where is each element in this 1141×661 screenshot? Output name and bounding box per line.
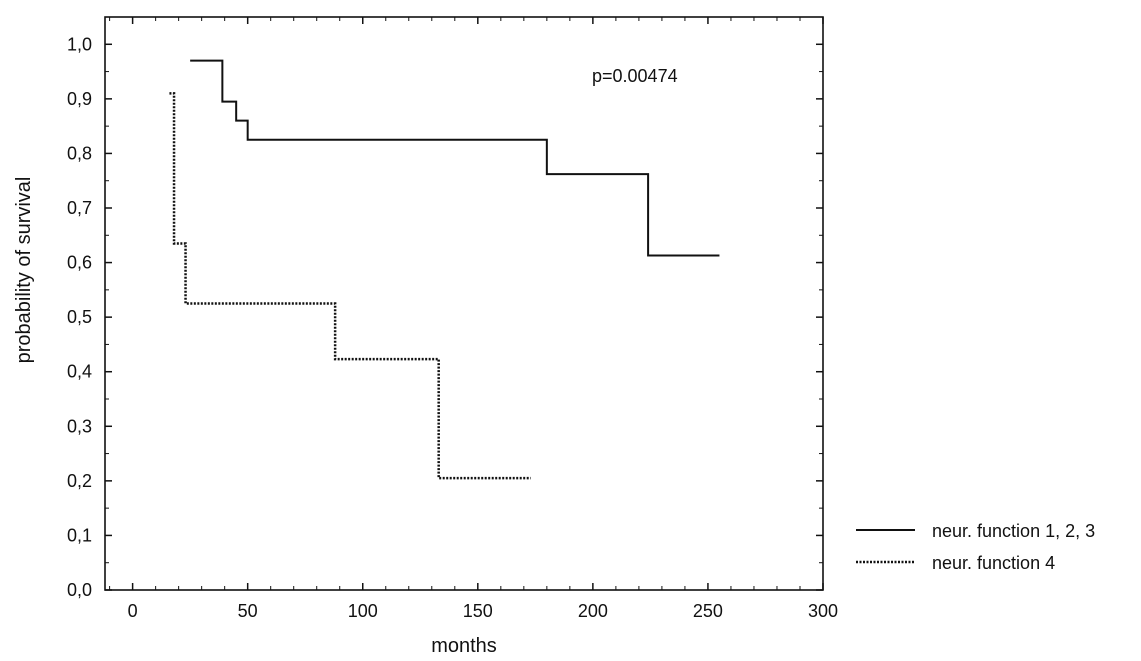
y-tick-label: 0,8 (67, 143, 92, 163)
legend-label-series-2: neur. function 4 (932, 553, 1055, 573)
legend: neur. function 1, 2, 3 neur. function 4 (856, 521, 1095, 573)
x-axis: 0 50 100 150 200 250 300 (109, 17, 838, 621)
y-tick-label: 0,9 (67, 89, 92, 109)
x-tick-label: 250 (693, 601, 723, 621)
series-layer (169, 59, 720, 480)
plot-frame (104, 16, 824, 591)
y-tick-label: 0,4 (67, 362, 92, 382)
x-tick-label: 300 (808, 601, 838, 621)
series-line-2 (169, 92, 531, 480)
x-axis-title: months (431, 635, 497, 657)
x-tick-label: 50 (238, 601, 258, 621)
y-axis-title: probability of survival (13, 177, 35, 364)
y-tick-label: 0,2 (67, 471, 92, 491)
y-tick-label: 0,1 (67, 525, 92, 545)
x-tick-label: 150 (463, 601, 493, 621)
y-axis: 0,0 0,1 0,2 0,3 0,4 0,5 0,6 0,7 0,8 0,9 1,0 (67, 16, 823, 600)
legend-label-series-1: neur. function 1, 2, 3 (932, 521, 1095, 541)
series-line-1 (190, 59, 720, 257)
y-tick-label: 0,0 (67, 580, 92, 600)
x-tick-label: 200 (578, 601, 608, 621)
y-tick-label: 1,0 (67, 34, 92, 54)
y-tick-label: 0,6 (67, 253, 92, 273)
y-tick-label: 0,3 (67, 416, 92, 436)
y-tick-label: 0,5 (67, 307, 92, 327)
x-tick-label: 100 (348, 601, 378, 621)
x-tick-label: 0 (128, 601, 138, 621)
p-value-annotation: p=0.00474 (592, 66, 678, 86)
y-tick-label: 0,7 (67, 198, 92, 218)
